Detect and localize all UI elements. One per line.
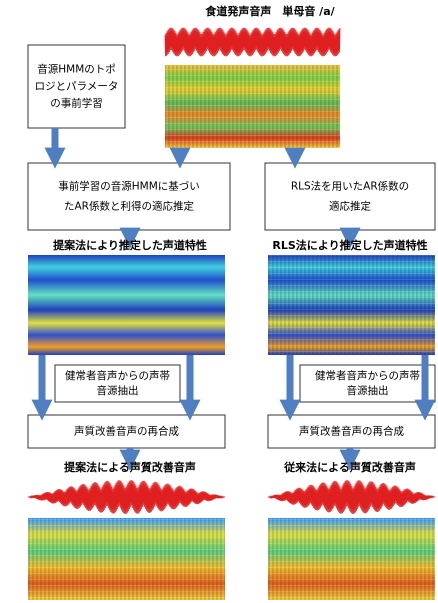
text: 声質改善音声の再合成 xyxy=(74,425,179,438)
text: 提案法により推定した声道特性 xyxy=(53,238,207,252)
box xyxy=(28,163,230,230)
waveform xyxy=(28,480,225,514)
text: 提案法による声質改善音声 xyxy=(64,460,196,474)
text: 従来法による声質改善音声 xyxy=(283,460,416,474)
text: RLS法を用いたAR係数の xyxy=(291,180,409,193)
waveform-line xyxy=(165,28,340,57)
text: 音源抽出 xyxy=(97,384,139,397)
waveform-line xyxy=(268,480,435,514)
text: 適応推定 xyxy=(329,200,371,213)
spectrogram-texture xyxy=(28,518,225,600)
spectrogram-texture xyxy=(268,518,435,600)
spectrogram-texture xyxy=(165,65,340,148)
text: RLS法により推定した声道特性 xyxy=(272,238,427,252)
text: たAR係数と利得の適応推定 xyxy=(64,200,194,213)
title: 食道発声音声 単母音 /a/ xyxy=(205,4,335,18)
vocal-tract-texture xyxy=(268,255,435,355)
text: 声質改善音声の再合成 xyxy=(299,425,404,438)
waveform xyxy=(165,28,340,57)
text: ロジとパラメータ xyxy=(35,81,119,93)
waveform xyxy=(268,480,435,514)
text: の事前学習 xyxy=(50,97,103,110)
text: 健常者音声からの声帯 xyxy=(315,369,420,382)
waveform-line xyxy=(28,480,225,514)
box xyxy=(265,163,435,230)
text: 事前学習の音源HMMに基づい xyxy=(58,180,200,193)
vocal-tract-proposed xyxy=(28,255,225,355)
text: 健常者音声からの声帯 xyxy=(65,369,170,382)
text: 音源HMMのトポ xyxy=(37,63,116,76)
diagram: 食道発声音声 単母音 /a/ 音源HMMのトポロジとパラメータの事前学習事前学習… xyxy=(0,0,438,603)
text: 音源抽出 xyxy=(347,384,389,397)
